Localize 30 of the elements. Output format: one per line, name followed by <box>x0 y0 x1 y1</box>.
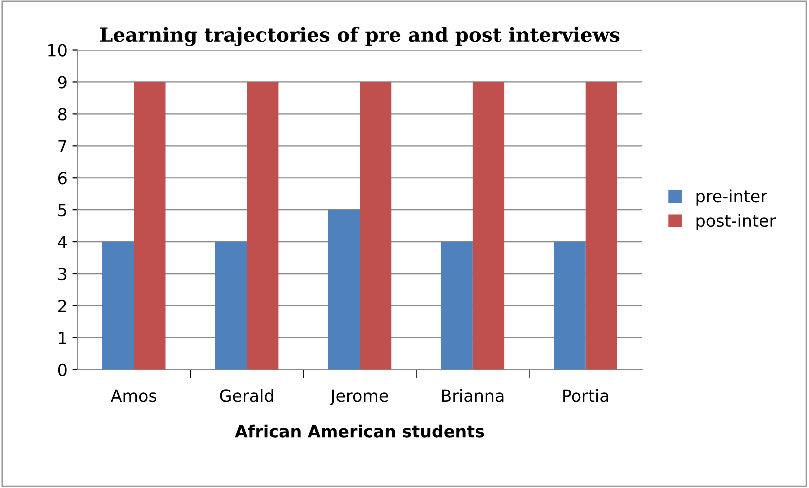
y-tick-label: 10 <box>48 44 67 57</box>
bar <box>360 82 392 370</box>
x-tick-label: Gerald <box>220 389 274 402</box>
y-tick-label: 2 <box>58 300 66 312</box>
bar <box>134 82 166 370</box>
chart-title: Learning trajectories of pre and post interviews <box>100 27 620 46</box>
bar <box>554 242 586 370</box>
bar <box>472 82 505 370</box>
y-tick-label: 8 <box>58 108 67 121</box>
y-tick-label: 1 <box>59 332 66 344</box>
y-tick-label: 0 <box>58 364 67 376</box>
x-axis-title: African American students <box>235 424 484 438</box>
x-tick-label: Brianna <box>442 389 504 402</box>
bar <box>102 242 134 370</box>
x-tick-label: Jerome <box>330 390 388 406</box>
y-tick-label: 4 <box>58 236 68 248</box>
legend-label: pre-inter <box>696 190 768 206</box>
x-tick-label: Amos <box>111 390 157 402</box>
bar <box>215 242 248 370</box>
bar <box>586 82 618 370</box>
x-tick-label: Portia <box>564 389 608 402</box>
y-tick-label: 3 <box>58 268 67 281</box>
y-tick-label: 6 <box>58 172 67 185</box>
y-tick-label: 9 <box>58 76 67 89</box>
bar <box>328 210 360 370</box>
y-tick-label: 5 <box>58 204 66 217</box>
bar <box>247 82 279 370</box>
legend-label: post-inter <box>696 214 776 230</box>
bar <box>441 242 473 370</box>
y-tick-label: 7 <box>58 140 67 152</box>
